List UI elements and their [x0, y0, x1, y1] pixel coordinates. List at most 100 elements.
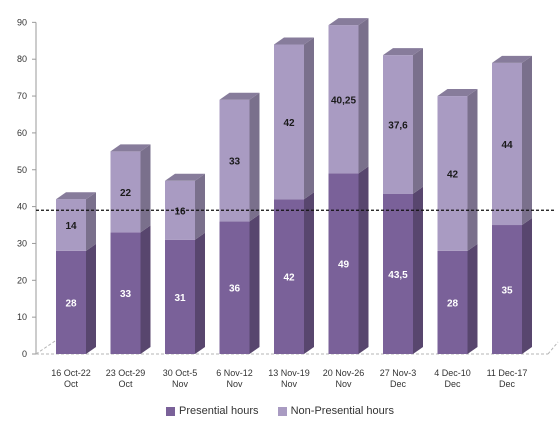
- x-tick-label: Dec: [444, 379, 461, 389]
- bar-front-non-presential: [165, 180, 195, 240]
- data-label-non-presential: 14: [65, 221, 77, 232]
- bar-front-presential: [165, 239, 195, 354]
- bar-side-presential: [195, 232, 205, 354]
- y-tick-label: 60: [17, 128, 27, 138]
- y-tick-label: 50: [17, 165, 27, 175]
- bar-side-non-presential: [467, 89, 478, 251]
- x-tick-label: 23 Oct-29: [106, 368, 146, 378]
- x-tick-label: Dec: [499, 379, 516, 389]
- y-tick-label: 80: [17, 54, 27, 64]
- bar-side-presential: [413, 186, 423, 354]
- data-label-presential: 28: [65, 298, 77, 309]
- data-label-non-presential: 44: [501, 140, 513, 151]
- x-tick-label: Oct: [118, 379, 133, 389]
- bar-front-non-presential: [328, 25, 359, 174]
- bar-front-presential: [219, 221, 250, 354]
- legend-swatch-presential: [166, 406, 176, 416]
- bar-front-non-presential: [274, 44, 304, 200]
- data-label-non-presential: 16: [174, 206, 186, 217]
- x-tick-label: 4 Dec-10: [434, 368, 471, 378]
- data-label-presential: 31: [174, 293, 186, 304]
- bar-front-non-presential: [219, 99, 250, 222]
- data-label-non-presential: 33: [229, 157, 241, 168]
- bar-top: [274, 37, 314, 45]
- x-tick-label: 27 Nov-3: [380, 368, 417, 378]
- data-label-presential: 35: [501, 286, 513, 297]
- bar-side-non-presential: [304, 37, 314, 200]
- y-tick-label: 20: [17, 275, 27, 285]
- x-tick-label: 20 Nov-26: [323, 368, 365, 378]
- bar-side-non-presential: [140, 144, 151, 233]
- y-tick-label: 40: [17, 202, 27, 212]
- bar-top: [383, 48, 423, 56]
- data-label-presential: 43,5: [388, 270, 408, 281]
- bar-top: [328, 18, 369, 26]
- legend-swatch-non-presential: [277, 406, 287, 416]
- bar-side-non-presential: [86, 192, 96, 251]
- data-label-presential: 36: [229, 284, 241, 295]
- bar-top: [437, 89, 478, 97]
- y-tick-label: 10: [17, 312, 27, 322]
- bar-front-non-presential: [492, 62, 522, 226]
- x-tick-label: Nov: [281, 379, 298, 389]
- bar-side-non-presential: [249, 92, 260, 222]
- floor-right-edge: [547, 341, 559, 355]
- y-tick-label: 70: [17, 91, 27, 101]
- x-tick-label: Nov: [335, 379, 352, 389]
- data-label-non-presential: 42: [447, 169, 459, 180]
- data-label-non-presential: 40,25: [331, 95, 356, 106]
- bar-top: [219, 92, 260, 100]
- bar-side-presential: [86, 243, 96, 354]
- bar-side-presential: [140, 225, 151, 354]
- bar-top: [492, 55, 532, 63]
- bar-front-presential: [437, 250, 468, 354]
- bar-front-presential: [328, 173, 359, 354]
- bar-side-non-presential: [413, 48, 423, 194]
- bar-top: [110, 144, 151, 152]
- y-tick-label: 30: [17, 238, 27, 248]
- bar-front-presential: [492, 225, 522, 354]
- bar-front-non-presential: [56, 199, 86, 251]
- data-label-presential: 49: [338, 260, 350, 271]
- bar-top: [165, 173, 205, 181]
- bar-side-presential: [358, 166, 369, 354]
- bar-side-presential: [249, 214, 260, 354]
- bar-side-non-presential: [195, 173, 205, 240]
- legend: Presential hours Non-Presential hours: [0, 405, 560, 419]
- x-tick-label: Dec: [390, 379, 407, 389]
- bar-side-presential: [304, 192, 314, 354]
- y-tick-label: 0: [22, 349, 27, 359]
- bar-front-non-presential: [110, 151, 141, 233]
- bar-side-non-presential: [358, 18, 369, 174]
- data-label-presential: 42: [283, 273, 295, 284]
- data-label-presential: 33: [120, 289, 132, 300]
- bar-side-presential: [522, 218, 532, 354]
- bar-front-non-presential: [437, 96, 468, 251]
- x-tick-label: Nov: [226, 379, 243, 389]
- x-tick-label: 11 Dec-17: [487, 368, 528, 378]
- x-tick-label: 30 Oct-5: [163, 368, 198, 378]
- legend-item-non-presential: Non-Presential hours: [277, 405, 394, 417]
- bar-front-presential: [274, 199, 304, 354]
- x-tick-label: 16 Oct-22: [51, 368, 91, 378]
- legend-item-presential: Presential hours: [166, 405, 259, 417]
- bar-side-non-presential: [522, 55, 532, 226]
- bar-side-presential: [467, 243, 478, 354]
- y-tick-label: 90: [17, 17, 27, 27]
- bar-front-presential: [383, 193, 413, 354]
- bar-front-non-presential: [383, 55, 413, 194]
- legend-label-non-presential: Non-Presential hours: [290, 405, 394, 417]
- x-tick-label: 6 Nov-12: [216, 368, 253, 378]
- x-tick-label: 13 Nov-19: [268, 368, 310, 378]
- x-tick-label: Oct: [64, 379, 79, 389]
- bar-front-presential: [56, 250, 86, 354]
- floor-left-edge: [35, 338, 59, 355]
- data-label-non-presential: 42: [283, 118, 295, 129]
- legend-label-presential: Presential hours: [179, 405, 259, 417]
- data-label-presential: 28: [447, 298, 459, 309]
- data-label-non-presential: 22: [120, 188, 132, 199]
- data-label-non-presential: 37,6: [388, 120, 408, 131]
- bar-front-presential: [110, 232, 141, 354]
